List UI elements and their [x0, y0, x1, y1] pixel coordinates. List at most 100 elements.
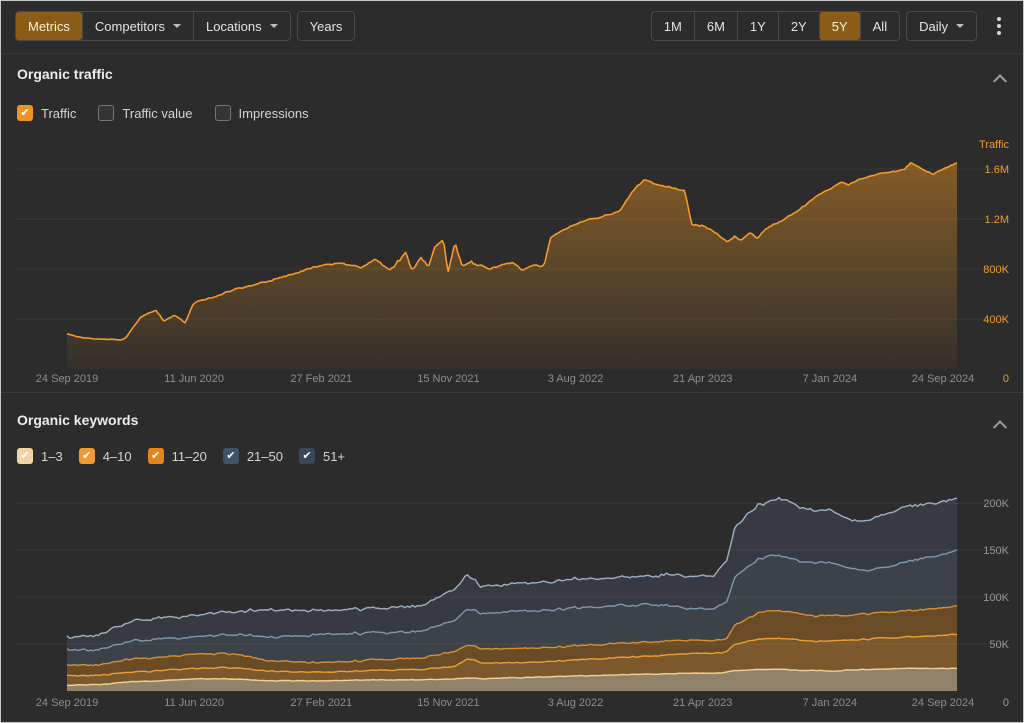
- keyword-checkbox-21-50-label: 21–50: [246, 448, 283, 464]
- organic-traffic-collapse-button[interactable]: [989, 68, 1008, 89]
- granularity-group: Daily: [906, 11, 977, 41]
- axis: 200K 150K 100K 50K 0 24 Sep 2019 11 Jun 2020 27…: [15, 498, 1010, 709]
- kebab-menu-button[interactable]: [989, 12, 1009, 40]
- keyword-checkbox-21-50[interactable]: ✔ 21–50: [222, 448, 283, 464]
- range-button-6m[interactable]: 6M: [693, 12, 737, 40]
- nav-button-locations[interactable]: Locations: [192, 12, 290, 40]
- svg-text:200K: 200K: [983, 498, 1009, 510]
- nav-button-metrics[interactable]: Metrics: [16, 12, 82, 40]
- check-icon: ✔: [226, 449, 236, 462]
- keyword-checkbox-4-10-box: ✔: [78, 448, 95, 464]
- chevron-down-icon: [172, 24, 181, 28]
- svg-text:150K: 150K: [983, 545, 1009, 557]
- svg-text:11 Jun 2020: 11 Jun 2020: [164, 373, 224, 385]
- keyword-checkbox-11-20[interactable]: ✔ 11–20: [147, 448, 207, 464]
- keyword-checkbox-11-20-label: 11–20: [171, 448, 207, 464]
- chevron-down-icon: [269, 24, 278, 28]
- traffic-value-checkbox[interactable]: ✔ Traffic value: [98, 105, 193, 121]
- impressions-checkbox-label: Impressions: [238, 105, 309, 121]
- traffic-checkbox-row: ✔ Traffic ✔ Traffic value ✔ Impressions: [17, 105, 331, 121]
- svg-text:800K: 800K: [983, 264, 1009, 276]
- svg-text:15 Nov 2021: 15 Nov 2021: [417, 697, 479, 709]
- check-icon: ✔: [151, 449, 161, 462]
- nav-button-competitors-label: Competitors: [94, 18, 165, 34]
- granularity-select[interactable]: Daily: [907, 12, 976, 40]
- traffic-value-checkbox-label: Traffic value: [122, 105, 193, 121]
- traffic-checkbox-box: ✔: [17, 105, 33, 121]
- range-button-1y[interactable]: 1Y: [736, 12, 778, 40]
- svg-text:27 Feb 2021: 27 Feb 2021: [290, 697, 352, 709]
- check-icon: ✔: [20, 106, 30, 119]
- svg-text:50K: 50K: [989, 639, 1009, 651]
- organic-keywords-collapse-button[interactable]: [989, 414, 1008, 435]
- range-button-5y[interactable]: 5Y: [818, 12, 860, 40]
- range-button-1y-label: 1Y: [749, 18, 766, 34]
- keyword-checkbox-4-10[interactable]: ✔ 4–10: [78, 448, 132, 464]
- svg-text:400K: 400K: [983, 314, 1009, 326]
- impressions-checkbox-box: ✔: [214, 105, 231, 121]
- organic-traffic-title: Organic traffic: [17, 66, 113, 82]
- kebab-menu-icon: [997, 31, 1001, 35]
- keyword-checkbox-51plus[interactable]: ✔ 51+: [298, 448, 346, 464]
- nav-button-metrics-label: Metrics: [28, 18, 70, 34]
- range-button-1m-label: 1M: [663, 18, 682, 34]
- svg-text:Traffic: Traffic: [979, 139, 1009, 151]
- keyword-checkbox-1-3-label: 1–3: [41, 448, 63, 464]
- band-1–3: [67, 668, 957, 691]
- range-button-2y-label: 2Y: [790, 18, 807, 34]
- svg-text:3 Aug 2022: 3 Aug 2022: [548, 697, 604, 709]
- keyword-checkbox-1-3-box: ✔: [17, 448, 33, 464]
- svg-text:100K: 100K: [983, 592, 1009, 604]
- svg-text:27 Feb 2021: 27 Feb 2021: [290, 373, 352, 385]
- svg-text:0: 0: [1003, 373, 1009, 385]
- svg-text:24 Sep 2024: 24 Sep 2024: [912, 373, 974, 385]
- nav-button-competitors[interactable]: Competitors: [81, 12, 193, 40]
- svg-text:21 Apr 2023: 21 Apr 2023: [673, 373, 732, 385]
- keyword-checkbox-51plus-box: ✔: [298, 448, 315, 464]
- toolbar: Metrics Competitors Locations Years 1M 6…: [15, 11, 1009, 41]
- traffic-checkbox-label: Traffic: [41, 105, 77, 121]
- svg-text:7 Jan 2024: 7 Jan 2024: [803, 373, 857, 385]
- date-range-group: 1M 6M 1Y 2Y 5Y All: [650, 11, 901, 41]
- svg-text:1.2M: 1.2M: [985, 214, 1009, 226]
- traffic-checkbox[interactable]: ✔ Traffic: [17, 105, 76, 121]
- toolbar-divider: [1, 53, 1023, 54]
- section-divider: [1, 392, 1023, 393]
- chevron-down-icon: [956, 24, 964, 28]
- keyword-checkbox-51plus-label: 51+: [322, 448, 346, 464]
- svg-text:21 Apr 2023: 21 Apr 2023: [673, 697, 732, 709]
- organic-keywords-title: Organic keywords: [17, 412, 139, 428]
- keyword-checkbox-1-3[interactable]: ✔ 1–3: [17, 448, 63, 464]
- check-icon: ✔: [20, 449, 30, 462]
- keyword-checkbox-11-20-box: ✔: [147, 448, 164, 464]
- granularity-label: Daily: [919, 18, 948, 34]
- metrics-nav-group: Metrics Competitors Locations: [15, 11, 291, 41]
- range-button-6m-label: 6M: [706, 18, 725, 34]
- band-4–10: [67, 634, 957, 686]
- range-button-all[interactable]: All: [859, 12, 899, 40]
- kebab-menu-icon: [997, 24, 1001, 28]
- check-icon: ✔: [302, 449, 312, 462]
- keyword-checkbox-4-10-label: 4–10: [102, 448, 132, 464]
- nav-button-years-label: Years: [309, 18, 343, 34]
- keyword-checkbox-21-50-box: ✔: [222, 448, 239, 464]
- svg-text:0: 0: [1003, 697, 1009, 709]
- nav-button-years[interactable]: Years: [298, 12, 355, 40]
- keywords-checkbox-row: ✔ 1–3 ✔ 4–10 ✔ 11–20 ✔ 21–50 ✔ 51+: [17, 448, 367, 464]
- nav-button-locations-label: Locations: [205, 18, 262, 34]
- svg-text:1.6M: 1.6M: [985, 164, 1009, 176]
- svg-text:24 Sep 2024: 24 Sep 2024: [912, 697, 974, 709]
- svg-text:7 Jan 2024: 7 Jan 2024: [803, 697, 857, 709]
- svg-text:11 Jun 2020: 11 Jun 2020: [164, 697, 224, 709]
- svg-text:24 Sep 2019: 24 Sep 2019: [36, 373, 98, 385]
- impressions-checkbox[interactable]: ✔ Impressions: [214, 105, 309, 121]
- kebab-menu-icon: [997, 17, 1001, 21]
- range-button-2y[interactable]: 2Y: [777, 12, 819, 40]
- band-51+: [67, 497, 957, 651]
- svg-text:3 Aug 2022: 3 Aug 2022: [548, 373, 604, 385]
- svg-text:24 Sep 2019: 24 Sep 2019: [36, 697, 98, 709]
- range-button-1m[interactable]: 1M: [652, 12, 694, 40]
